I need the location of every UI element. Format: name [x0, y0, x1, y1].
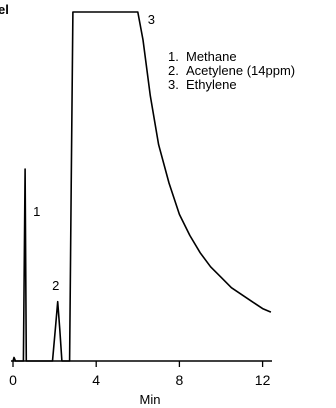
legend-entry: Acetylene (14ppm) [186, 63, 295, 78]
legend: 1. Methane 2. Acetylene (14ppm) 3. Ethylene [168, 49, 295, 92]
peak-label: 2 [52, 278, 59, 293]
legend-number: 2. [168, 63, 179, 78]
x-tick-label: 0 [9, 372, 17, 388]
chart-title: el [0, 2, 9, 17]
legend-number: 1. [168, 49, 179, 64]
x-axis-label: Min [140, 392, 161, 407]
chromatogram-trace [12, 11, 272, 362]
x-tick-label: 12 [255, 372, 271, 388]
legend-entry: Ethylene [186, 77, 237, 92]
peak-label: 3 [148, 12, 155, 27]
x-tick-label: 4 [92, 372, 100, 388]
legend-entry: Methane [186, 49, 237, 64]
x-axis-ticks: 0 4 8 12 [9, 361, 271, 388]
x-tick-label: 8 [176, 372, 184, 388]
legend-number: 3. [168, 77, 179, 92]
peak-label: 1 [33, 204, 40, 219]
peak-labels: 1 2 3 [33, 12, 155, 293]
